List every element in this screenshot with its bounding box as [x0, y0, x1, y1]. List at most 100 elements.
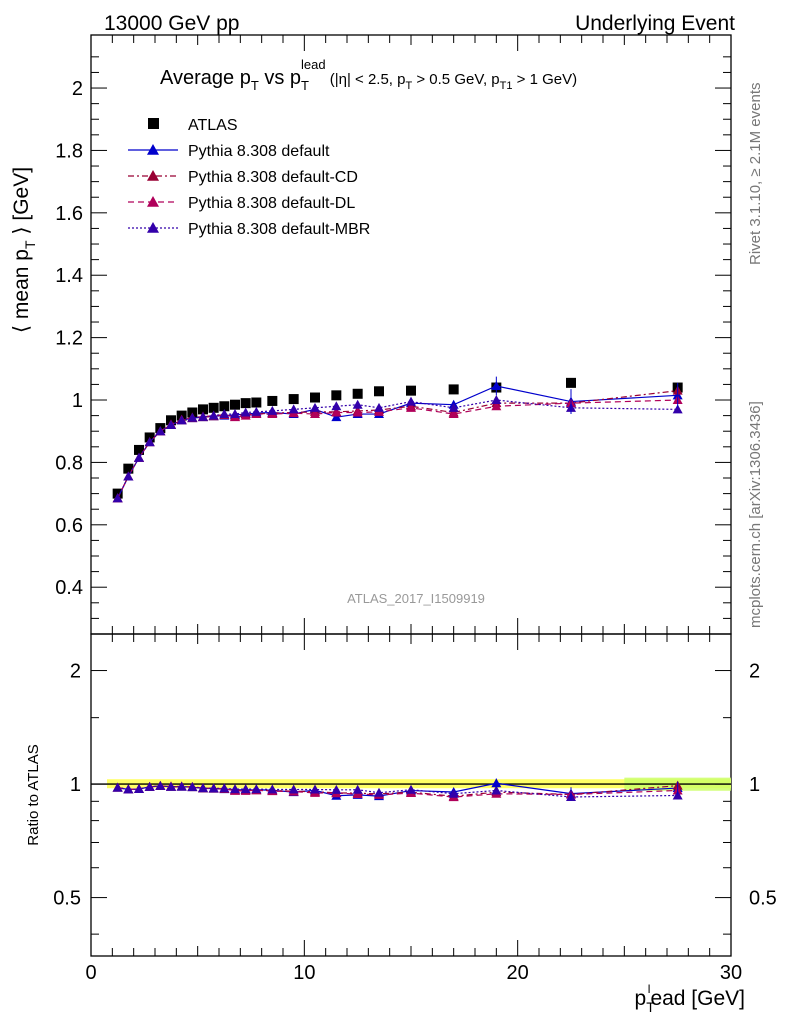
series-4-ratio-point — [219, 783, 230, 793]
x-tick-label: 20 — [507, 962, 529, 984]
legend-label: Pythia 8.308 default-DL — [188, 195, 355, 212]
atlas-point — [406, 385, 416, 396]
series-1-point — [331, 412, 342, 422]
side-text-rivet: Rivet 3.1.10, ≥ 2.1M events — [747, 83, 764, 266]
series-4-point — [251, 406, 262, 416]
atlas-point — [374, 386, 384, 397]
atlas-point — [208, 402, 219, 413]
y-tick-label: 1 — [72, 390, 83, 412]
legend-marker — [147, 222, 159, 233]
y-tick-label: 1.8 — [55, 140, 83, 162]
legend: ATLAS Pythia 8.308 default Pythia 8.308 de… — [128, 117, 370, 238]
atlas-point — [288, 394, 299, 405]
legend-label: Pythia 8.308 default-CD — [188, 169, 358, 186]
series-4-ratio-point — [134, 784, 144, 794]
series-4-point — [491, 395, 502, 405]
series-4-ratio-point — [288, 784, 299, 794]
series-4-ratio-point — [310, 784, 320, 794]
series-4-ratio-point — [267, 784, 278, 794]
series-4-ratio-point — [352, 784, 363, 794]
atlas-point — [267, 395, 278, 406]
legend-label: Pythia 8.308 default-MBR — [188, 221, 370, 238]
series-4-point — [267, 405, 278, 415]
header-left: 13000 GeV pp — [104, 12, 239, 35]
series-4-ratio-point — [331, 784, 342, 794]
series-4-ratio-point — [144, 781, 155, 791]
series-4-point — [166, 419, 176, 429]
main-x-ticks — [90, 35, 732, 634]
x-tick-label: 0 — [85, 962, 96, 984]
y-tick-label: 0.4 — [55, 577, 83, 599]
series-3-point — [331, 407, 342, 417]
series-4-ratio-point — [176, 781, 187, 791]
legend-marker — [147, 170, 159, 181]
atlas-point — [230, 399, 240, 410]
series-4-point — [134, 452, 144, 462]
series-4-point — [219, 409, 230, 419]
series-4-ratio-point — [672, 790, 683, 800]
series-4-ratio-point — [230, 784, 240, 794]
series-4-point — [448, 402, 459, 412]
plot-title: Average pT vs pTlead (|η| < 2.5, pT > 0.… — [160, 57, 577, 93]
atlas-point — [123, 463, 134, 474]
analysis-watermark: ATLAS_2017_I1509919 — [347, 591, 485, 606]
series-3-point — [406, 402, 416, 412]
series-4-ratio-point — [491, 785, 502, 795]
ratio-tick-label: 2 — [70, 661, 81, 683]
series-4-point — [112, 493, 123, 503]
ratio-x-ticks: 0 10 20 30 — [85, 634, 742, 984]
series-4-ratio-point — [166, 781, 176, 791]
atlas-point — [251, 397, 262, 408]
y-tick-label: 1.6 — [55, 203, 83, 225]
main-series — [112, 376, 683, 503]
atlas-point — [219, 401, 230, 412]
series-4-ratio-point — [406, 784, 416, 794]
ratio-y-ticks: 0.5 0.5 1 1 2 2 — [53, 633, 777, 935]
y-tick-label: 0.6 — [55, 515, 83, 537]
series-4-point — [230, 409, 240, 419]
series-3-point — [310, 409, 320, 419]
legend-marker — [148, 118, 159, 129]
series-3-point — [448, 409, 459, 419]
series-4-ratio-point — [240, 784, 251, 794]
y-tick-label: 1.4 — [55, 265, 83, 287]
series-4-ratio-point — [187, 781, 198, 791]
atlas-point — [331, 390, 342, 401]
series-4-point — [288, 404, 299, 414]
atlas-point — [134, 444, 144, 455]
atlas-point — [566, 377, 576, 388]
atlas-point — [310, 392, 320, 403]
x-tick-label: 30 — [720, 962, 742, 984]
y-tick-label: 0.8 — [55, 452, 83, 474]
series-3-point — [352, 407, 363, 417]
side-text-mcplots: mcplots.cern.ch [arXiv:1306.3436] — [747, 401, 764, 628]
series-1-line — [117, 385, 678, 499]
ratio-series — [112, 778, 683, 802]
ratio-tick-label: 1 — [749, 774, 760, 796]
ratio-tick-label: 2 — [749, 661, 760, 683]
atlas-point — [198, 404, 208, 415]
legend-label: Pythia 8.308 default — [188, 143, 330, 160]
y-tick-label: 1.2 — [55, 328, 83, 350]
series-4-ratio-point — [123, 784, 134, 794]
series-4-ratio-point — [208, 783, 219, 793]
main-plot-frame — [90, 34, 732, 635]
header-right: Underlying Event — [575, 12, 735, 35]
atlas-point — [448, 384, 459, 395]
series-4-point — [352, 399, 363, 409]
series-4-point — [374, 402, 384, 412]
series-4-ratio-point — [112, 782, 123, 792]
atlas-point — [240, 398, 251, 409]
series-4-point — [208, 410, 219, 420]
series-4-point — [198, 411, 208, 421]
legend-label: ATLAS — [188, 117, 238, 134]
x-axis-label: pTlead [GeV] — [635, 982, 745, 1015]
series-4-ratio-point — [198, 783, 208, 793]
series-4-ratio-point — [155, 780, 166, 790]
series-4-point — [123, 471, 134, 481]
main-y-ticks: 0.4 0.6 0.8 1 1.2 1.4 1.6 1.8 2 — [55, 56, 731, 619]
ratio-y-axis-label: Ratio to ATLAS — [25, 744, 42, 845]
series-4-point — [672, 404, 683, 414]
series-4-point — [155, 426, 166, 436]
